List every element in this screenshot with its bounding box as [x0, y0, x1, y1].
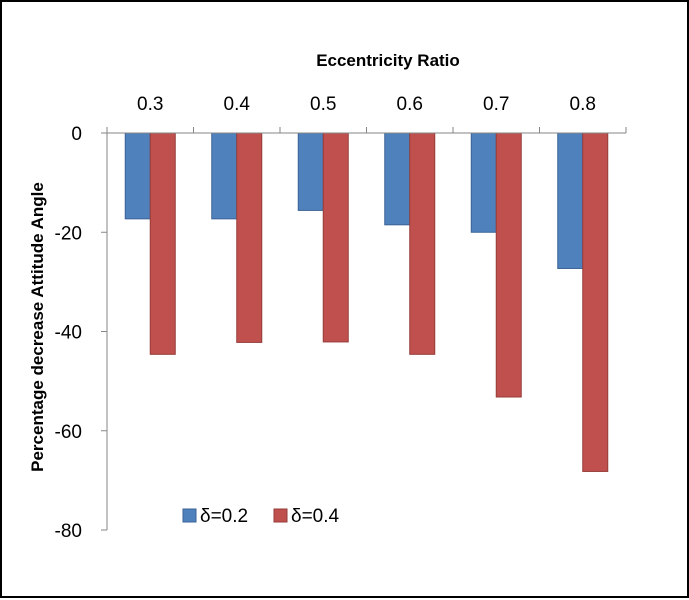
- y-tick-label: 0: [71, 124, 82, 145]
- x-tick-label: 0.7: [483, 94, 509, 115]
- bar-delta-0.4: [582, 132, 609, 472]
- legend-label: δ=0.2: [200, 506, 248, 527]
- bar-delta-0.4: [236, 132, 263, 343]
- y-axis-title: Percentage decrease Attitude Angle: [28, 182, 47, 472]
- plot-area: 0 -20 -40 -60 -80 0.3 0.4 0.5 0.6 0.7 0.8 δ=0.2 δ=0.…: [55, 94, 627, 542]
- bar-delta-0.2: [211, 132, 238, 220]
- legend-swatch: [182, 508, 197, 523]
- x-tick-label: 0.3: [137, 94, 163, 115]
- legend-label: δ=0.4: [291, 506, 340, 527]
- bar-delta-0.2: [124, 132, 151, 220]
- bar-delta-0.2: [297, 132, 324, 211]
- legend-swatch: [273, 508, 288, 523]
- y-tick-label: -40: [55, 323, 82, 344]
- x-tick-label: 0.5: [310, 94, 336, 115]
- y-tick-label: -60: [55, 422, 82, 443]
- bar-delta-0.4: [409, 132, 436, 355]
- x-tick-label: 0.8: [570, 94, 596, 115]
- x-tick-label: 0.6: [397, 94, 423, 115]
- bar-delta-0.2: [557, 132, 584, 269]
- x-axis-title: Eccentricity Ratio: [316, 51, 460, 70]
- x-tick-label: 0.4: [224, 94, 251, 115]
- bar-delta-0.4: [149, 132, 176, 355]
- bar-delta-0.4: [495, 132, 522, 398]
- y-tick-label: -80: [55, 521, 82, 542]
- bar-delta-0.2: [384, 132, 411, 226]
- y-tick-label: -20: [55, 223, 82, 244]
- bar-delta-0.4: [322, 132, 349, 343]
- bar-delta-0.2: [470, 132, 497, 233]
